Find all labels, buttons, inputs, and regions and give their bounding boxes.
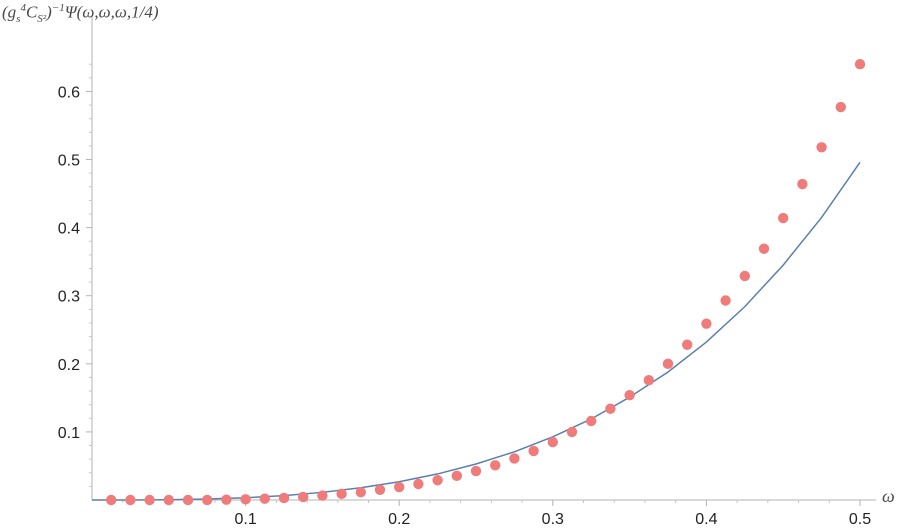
data-point	[278, 492, 290, 504]
data-point	[662, 358, 674, 370]
data-point	[586, 415, 597, 427]
y-axis-label: (gs4CS²)−1Ψ(ω,ω,ω,1/4)	[2, 2, 159, 26]
data-point	[720, 295, 731, 306]
data-point	[163, 494, 174, 506]
data-point	[125, 494, 136, 506]
x-axis-label: ω	[882, 486, 895, 506]
data-point	[182, 494, 194, 506]
data-point	[413, 478, 424, 490]
data-point	[221, 494, 232, 505]
series-layer	[91, 59, 866, 506]
y-tick-label: 0.2	[58, 357, 80, 374]
x-tick-label: 0.4	[695, 511, 717, 528]
data-point	[835, 101, 846, 113]
data-point	[758, 243, 770, 254]
data-point	[682, 339, 693, 350]
data-point	[355, 486, 366, 498]
data-point	[605, 403, 616, 414]
x-tick-label: 0.1	[234, 511, 256, 528]
data-point	[490, 460, 501, 471]
x-tick-label: 0.2	[388, 511, 410, 528]
y-tick-label: 0.6	[58, 84, 80, 101]
data-point	[144, 494, 155, 506]
data-point	[336, 488, 347, 500]
data-point	[259, 493, 270, 504]
y-tick-label: 0.3	[58, 289, 80, 306]
data-point	[202, 494, 213, 506]
data-point	[240, 494, 251, 505]
data-point	[797, 178, 808, 190]
data-point	[374, 484, 386, 495]
fit-curve-line	[91, 161, 861, 501]
x-tick-label: 0.3	[542, 511, 564, 528]
axes: 0.1 0.2 0.3 0.4 0.5 0.1 0.2 0.3 0.4 0.5 0.6	[58, 16, 876, 528]
data-point	[547, 436, 558, 448]
data-point	[701, 318, 712, 329]
data-point	[106, 494, 117, 506]
data-point	[566, 426, 578, 438]
data-point	[470, 465, 482, 477]
data-point	[778, 212, 789, 224]
data-point	[528, 445, 539, 457]
data-point	[643, 374, 654, 386]
data-point	[816, 142, 827, 153]
data-point	[298, 491, 309, 503]
data-point	[624, 389, 635, 401]
data-point	[432, 475, 443, 486]
data-point	[854, 59, 866, 70]
data-point	[317, 490, 328, 501]
y-tick-label: 0.4	[58, 221, 80, 238]
data-point	[739, 270, 750, 282]
data-point	[451, 470, 462, 482]
data-point	[394, 481, 405, 493]
data-point	[509, 453, 520, 464]
y-tick-label: 0.5	[58, 153, 80, 170]
x-tick-label: 0.5	[849, 511, 871, 528]
y-tick-label: 0.1	[58, 425, 80, 442]
